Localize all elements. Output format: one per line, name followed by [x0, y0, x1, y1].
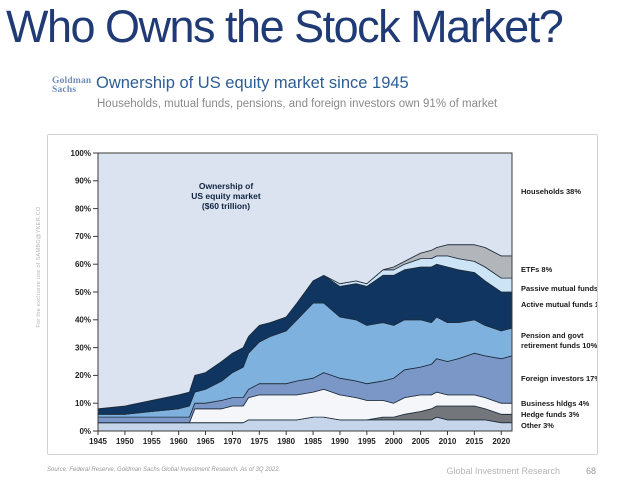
x-axis-label: 1970: [224, 437, 242, 446]
source-note: Source: Federal Reserve, Goldman Sachs G…: [47, 467, 281, 473]
chart-annotation: US equity market: [191, 191, 261, 201]
x-axis-label: 1990: [331, 437, 349, 446]
x-axis-label: 1995: [358, 437, 376, 446]
x-axis-label: 1965: [197, 437, 215, 446]
ownership-chart: 0% 10% 20% 30% 40% 50% 60% 70% 80% 90% 100% 1945 195…: [71, 149, 597, 446]
x-axis-label: 1955: [143, 437, 161, 446]
y-axis-label: 60%: [75, 260, 91, 269]
x-axis-label: 2015: [465, 437, 483, 446]
series-label-3: Foreign investors 17%: [521, 374, 597, 383]
series-label-4: retirement funds 10%: [521, 341, 597, 350]
page-number: 68: [585, 466, 596, 476]
chart-panel: 0% 10% 20% 30% 40% 50% 60% 70% 80% 90% 100% 1945 195…: [47, 134, 598, 455]
y-axis-label: 30%: [75, 343, 91, 352]
series-label-6: Passive mutual funds 5%: [521, 284, 597, 293]
y-axis-label: 40%: [75, 316, 91, 325]
series-label-7: ETFs 8%: [521, 265, 553, 274]
series-label-5: Active mutual funds 13%: [521, 300, 597, 309]
chart-annotation: Ownership of: [199, 181, 253, 191]
y-axis-label: 20%: [75, 371, 91, 380]
series-label-8: Households 38%: [521, 187, 581, 196]
x-axis-label: 2020: [492, 437, 510, 446]
series-label-0: Other 3%: [521, 421, 554, 430]
page-title: Who Owns the Stock Market?: [6, 1, 564, 52]
y-axis-label: 10%: [75, 399, 91, 408]
series-label-4: Pension and govt: [521, 331, 584, 340]
y-axis-label: 90%: [75, 177, 91, 186]
y-axis-label: 50%: [75, 288, 91, 297]
x-axis-label: 2010: [439, 437, 457, 446]
footer-label: Global Investment Research: [446, 466, 560, 476]
x-axis-label: 1975: [250, 437, 268, 446]
x-axis-label: 2000: [385, 437, 403, 446]
chart-heading: Ownership of US equity market since 1945: [96, 74, 409, 92]
x-axis-label: 2005: [412, 437, 430, 446]
y-axis-label: 0%: [79, 427, 91, 436]
goldman-sachs-logo: Goldman Sachs: [52, 77, 91, 94]
x-axis-label: 1980: [277, 437, 295, 446]
y-axis-label: 100%: [71, 149, 91, 158]
series-label-1: Hedge funds 3%: [521, 410, 580, 419]
x-axis-label: 1950: [116, 437, 134, 446]
x-axis-label: 1945: [89, 437, 107, 446]
exclusive-use-watermark: For the exclusive use of SAMBO@YKER.CO: [36, 206, 42, 328]
y-axis-label: 80%: [75, 204, 91, 213]
series-label-2: Business hldgs 4%: [521, 399, 590, 408]
logo-line-1: Goldman: [52, 76, 92, 86]
y-axis-label: 70%: [75, 232, 91, 241]
x-axis-label: 1960: [170, 437, 188, 446]
chart-annotation: ($60 trillion): [202, 201, 250, 211]
logo-line-2: Sachs: [52, 84, 77, 95]
x-axis-label: 1985: [304, 437, 322, 446]
chart-subheading: Households, mutual funds, pensions, and …: [97, 98, 498, 110]
